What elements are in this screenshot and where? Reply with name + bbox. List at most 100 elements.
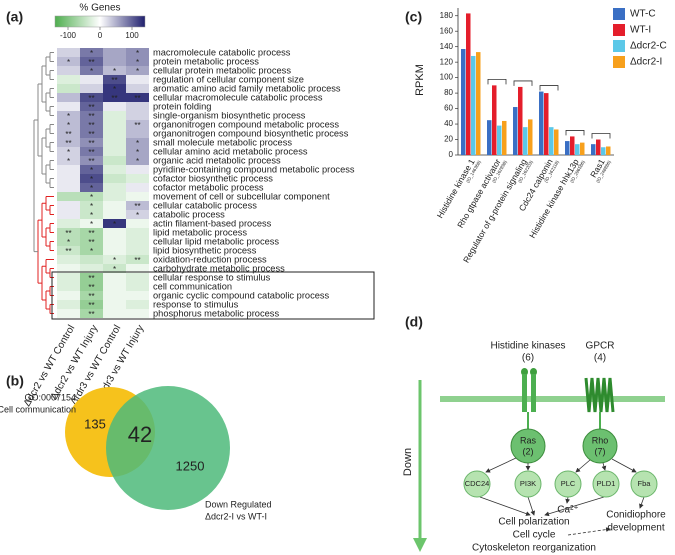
effector-node	[514, 470, 542, 498]
venn-count: 1250	[176, 458, 205, 473]
significance: *	[90, 166, 93, 175]
heatmap-cell	[103, 147, 126, 156]
heatmap-cell	[57, 237, 80, 246]
y-axis-label: RPKM	[414, 64, 426, 96]
heatmap-cell	[103, 228, 126, 237]
panel-label: (a)	[6, 9, 23, 25]
significance: **	[65, 229, 71, 238]
heatmap-cell	[57, 309, 80, 318]
panel-label: (d)	[405, 314, 423, 330]
outcome: Cell polarization	[498, 517, 569, 528]
significance: *	[136, 67, 139, 76]
significance: *	[136, 49, 139, 58]
significance: **	[111, 76, 117, 85]
bracket	[565, 130, 585, 136]
row-label: cofactor biosynthetic process	[153, 173, 273, 183]
bar	[580, 142, 585, 155]
heatmap-cell	[126, 273, 149, 282]
significance: **	[88, 238, 94, 247]
significance: *	[90, 220, 93, 229]
bar	[476, 52, 481, 155]
heatmap-cell	[57, 300, 80, 309]
bracket	[513, 80, 533, 86]
heatmap-cell	[57, 291, 80, 300]
significance: *	[113, 256, 116, 265]
significance: **	[88, 58, 94, 67]
heatmap-cell	[126, 102, 149, 111]
row-label: lipid metabolic process	[153, 227, 247, 237]
venn-count: 135	[84, 416, 106, 431]
bar	[606, 146, 611, 155]
heatmap-cell	[57, 75, 80, 84]
significance: **	[134, 94, 140, 103]
heatmap-cell	[57, 147, 80, 156]
effector-node	[592, 470, 620, 498]
row-label: protein folding	[153, 101, 211, 111]
gpcr	[584, 377, 615, 413]
heatmap-cell	[57, 165, 80, 174]
heatmap-cell	[57, 102, 80, 111]
y-tick-label: 180	[440, 11, 454, 20]
significance: **	[65, 130, 71, 139]
heatmap-cell	[126, 264, 149, 273]
significance: **	[88, 130, 94, 139]
bar	[497, 125, 502, 155]
legend-label: Δdcr2-I	[630, 57, 662, 68]
heatmap-cell	[80, 84, 103, 93]
set-label: GO:0007154	[24, 392, 76, 402]
row-label: response to stimulus	[153, 299, 239, 309]
significance: *	[113, 220, 116, 229]
row-label: organonitrogen compound metabolic proces…	[153, 119, 339, 129]
heatmap-cell	[103, 111, 126, 120]
heatmap-cell	[126, 228, 149, 237]
y-tick-label: 100	[440, 73, 454, 82]
heatmap-cell	[57, 255, 80, 264]
heatmap-cell	[80, 102, 103, 111]
hub-count: (2)	[523, 446, 534, 456]
heatmap-cell	[126, 75, 149, 84]
y-tick-label: 140	[440, 42, 454, 51]
hub-count: (7)	[595, 446, 606, 456]
heatmap-cell	[80, 48, 103, 57]
outcome: development	[607, 523, 664, 534]
significance: **	[65, 139, 71, 148]
row-label: cell communication	[153, 281, 232, 291]
bar	[518, 86, 523, 155]
heatmap-cell	[57, 120, 80, 129]
effectors: CDC24 PI3K PLC PLD1 Fba	[463, 470, 658, 498]
hub-label: Ras	[520, 435, 537, 445]
heatmap-cell	[80, 165, 103, 174]
heatmap-cell	[80, 174, 103, 183]
heatmap-cell	[126, 246, 149, 255]
significance: *	[113, 67, 116, 76]
heatmap-cell	[80, 300, 103, 309]
heatmap-cell	[80, 255, 103, 264]
heatmap-cell	[57, 93, 80, 102]
heatmap-cell	[80, 237, 103, 246]
bracket	[539, 85, 559, 91]
bar	[502, 120, 507, 155]
significance: *	[136, 211, 139, 220]
heatmap-cell	[57, 219, 80, 228]
heatmap-cell	[103, 201, 126, 210]
heatmap-cell	[57, 129, 80, 138]
y-tick-label: 120	[440, 57, 454, 66]
row-label: actin filament-based process	[153, 218, 272, 228]
down-arrowhead	[413, 538, 427, 552]
heatmap-cell	[103, 273, 126, 282]
significance: *	[90, 202, 93, 211]
colorbar-tick-label: 0	[98, 31, 103, 40]
y-tick-label: 20	[444, 135, 453, 144]
y-tick-label: 60	[444, 104, 453, 113]
heatmap-cell	[103, 210, 126, 219]
row-label: aromatic amino acid family metabolic pro…	[153, 83, 341, 93]
receptor-label: Histidine kinases	[490, 341, 565, 352]
heatmap-cell	[103, 237, 126, 246]
y-tick-label: 40	[444, 119, 453, 128]
heatmap-cell	[126, 183, 149, 192]
row-label: cellular protein metabolic process	[153, 65, 291, 75]
bar	[461, 49, 466, 155]
heatmap-cell	[103, 102, 126, 111]
colorbar-label: % Genes	[79, 3, 120, 14]
bar	[513, 107, 518, 155]
